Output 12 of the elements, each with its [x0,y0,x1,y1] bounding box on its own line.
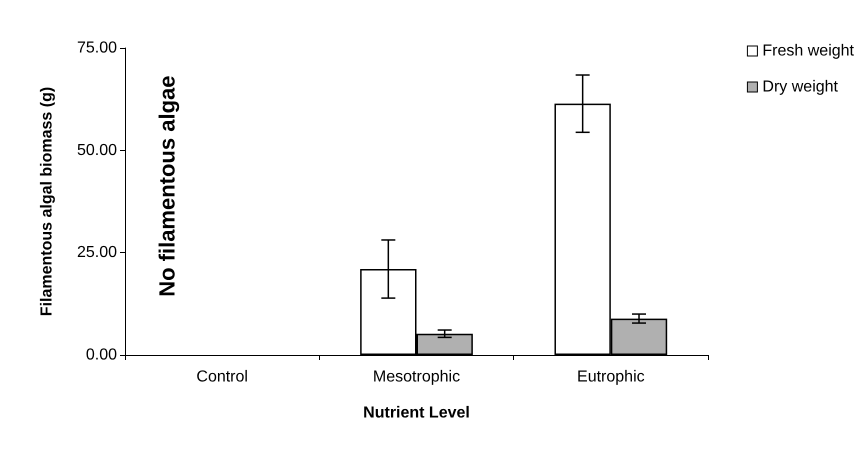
x-tick-label: Mesotrophic [372,368,460,386]
y-tick-label: 25.00 [76,244,118,262]
x-tick-label: Control [196,368,248,386]
annotation: No filamentous algae [154,76,180,297]
legend-label: Fresh weight [762,42,855,60]
y-tick-label: 75.00 [76,40,118,56]
legend-label: Dry weight [762,78,839,96]
x-tick-label: Eutrophic [577,368,645,386]
y-tick-label: 50.00 [76,142,118,159]
y-axis-title: Filamentous algal biomass (g) [38,86,56,316]
x-axis-title: Nutrient Level [363,404,470,422]
y-tick-label: 0.00 [86,346,118,364]
